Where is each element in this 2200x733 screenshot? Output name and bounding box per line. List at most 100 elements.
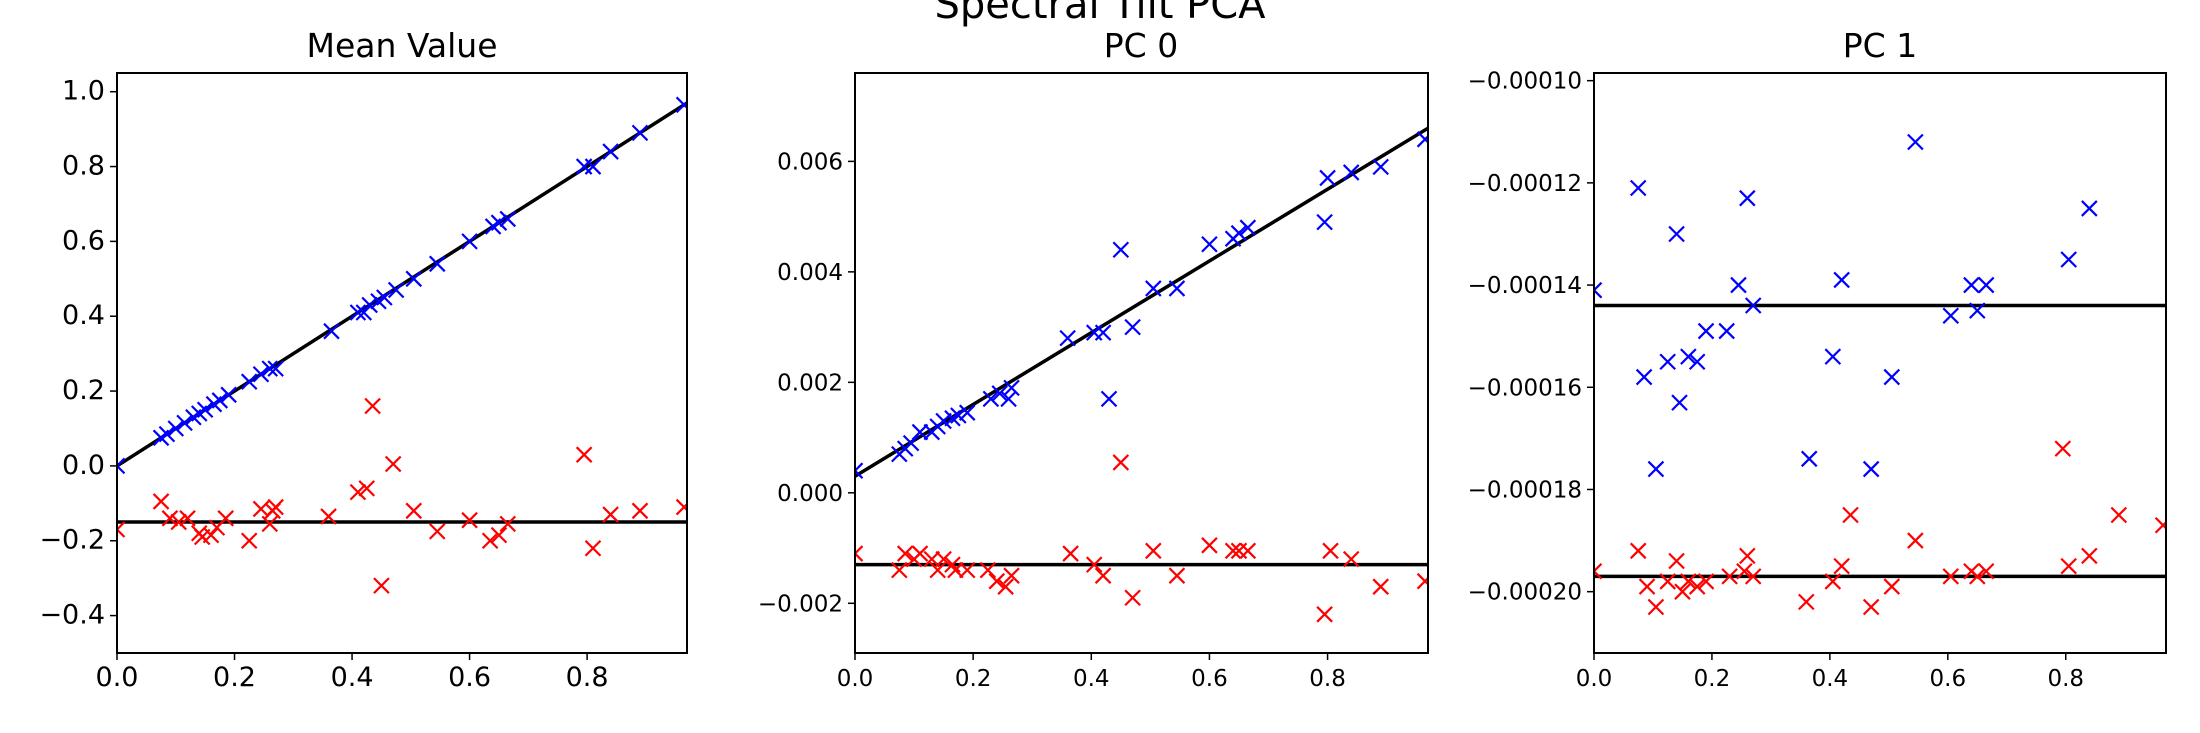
- y-tick-label: 0.8: [62, 151, 105, 182]
- data-layer: [855, 126, 1428, 623]
- y-tick-label: −0.00012: [1468, 171, 1582, 197]
- red-x-marker: [1942, 568, 1960, 585]
- blue-x-marker: [1201, 235, 1218, 253]
- blue-x-marker: [117, 457, 126, 475]
- red-x-marker: [2060, 557, 2077, 575]
- red-x-marker: [855, 545, 864, 562]
- x-tick-label: 0.2: [955, 666, 992, 692]
- blue-x-marker: [982, 390, 1000, 408]
- blue-x-marker: [1124, 318, 1141, 336]
- blue-x-marker: [631, 124, 649, 142]
- y-tick-label: 1.0: [62, 76, 105, 107]
- plot-area: 0.0 0.2 0.4 0.6 0.8 −0.00020 −0.00018 −0.00016 −…: [1468, 69, 2166, 692]
- red-x-marker: [1239, 542, 1257, 560]
- red-x-marker: [1674, 583, 1691, 600]
- blue-x-marker: [1145, 280, 1162, 297]
- red-x-marker: [1322, 542, 1339, 560]
- blue-x-marker: [1316, 213, 1333, 231]
- red-x-marker: [2054, 440, 2072, 457]
- blue-x-marker: [490, 214, 508, 231]
- red-x-marker: [1736, 562, 1753, 580]
- blue-x-marker: [1833, 271, 1850, 289]
- blue-x-marker: [1824, 348, 1842, 365]
- blue-x-marker: [167, 420, 185, 437]
- red-x-marker: [499, 515, 517, 533]
- blue-x-marker: [355, 304, 373, 321]
- red-x-marker: [1316, 606, 1333, 623]
- blue-x-marker: [428, 255, 446, 273]
- blue-x-marker: [2081, 200, 2098, 217]
- blue-x-marker: [211, 392, 229, 409]
- blue-x-marker: [1668, 225, 1685, 243]
- blue-x-marker: [584, 158, 602, 175]
- red-x-marker: [1744, 568, 1762, 585]
- red-x-marker: [1094, 567, 1112, 584]
- blue-x-marker: [911, 423, 929, 441]
- y-tick-label: −0.00016: [1468, 375, 1582, 401]
- red-x-marker: [979, 561, 997, 579]
- blue-x-marker: [1635, 368, 1653, 386]
- red-x-marker: [1977, 562, 1995, 580]
- blue-x-marker: [1671, 394, 1688, 411]
- blue-x-marker: [267, 360, 284, 377]
- red-x-marker: [1883, 578, 1901, 595]
- y-tick-label: −0.4: [39, 600, 105, 631]
- red-x-marker: [1680, 573, 1697, 590]
- red-x-marker: [1224, 542, 1242, 560]
- blue-x-marker: [1907, 133, 1924, 151]
- x-tick-label: 0.2: [213, 662, 256, 693]
- subplot-pc1: PC 1 0.0 0.2 0.4 0.6 0.8 −0.00020 −0.00018 −0.0…: [1468, 26, 2167, 692]
- blue-x-marker: [1000, 390, 1017, 408]
- red-x-marker: [1629, 542, 1647, 560]
- blue-x-marker: [361, 296, 378, 314]
- red-x-marker: [1969, 568, 1986, 585]
- red-x-marker: [1112, 454, 1130, 471]
- blue-x-marker: [176, 414, 193, 432]
- blue-x-marker: [1003, 379, 1020, 397]
- x-tick-label: 0.6: [1930, 666, 1967, 692]
- red-x-marker: [2110, 506, 2128, 524]
- blue-x-marker: [323, 322, 340, 340]
- x-tick-label: 0.0: [1576, 666, 1613, 692]
- y-tick-label: 0.006: [777, 149, 843, 175]
- plot-area: 0.0 0.2 0.4 0.6 0.8 −0.002 0.000 0.002 0.004 0.00…: [758, 126, 1428, 692]
- red-x-marker: [461, 511, 478, 529]
- subplot-title: PC 1: [1843, 26, 1917, 65]
- subplot-title: Mean Value: [306, 26, 497, 65]
- blue-x-marker: [158, 425, 176, 443]
- y-tick-label: −0.2: [39, 525, 105, 556]
- axes-frame: [116, 72, 688, 654]
- blue-x-marker: [1697, 322, 1715, 340]
- blue-x-marker: [1942, 307, 1960, 325]
- blue-x-marker: [935, 412, 952, 430]
- x-tick-label: 0.4: [331, 662, 374, 693]
- blue-x-marker: [1594, 281, 1603, 299]
- red-x-marker: [1638, 578, 1656, 595]
- blue-x-marker: [1739, 189, 1756, 207]
- red-x-marker: [428, 523, 446, 540]
- red-x-marker: [217, 510, 234, 527]
- blue-x-marker: [1688, 353, 1706, 370]
- blue-x-marker: [1977, 276, 1995, 294]
- red-x-marker: [1798, 593, 1815, 611]
- blue-x-marker: [1342, 164, 1360, 181]
- red-x-marker: [161, 510, 179, 527]
- x-tick-label: 0.4: [1073, 666, 1110, 692]
- blue-x-marker: [499, 210, 517, 228]
- red-x-marker: [240, 532, 258, 550]
- blue-x-marker: [252, 365, 270, 383]
- y-tick-label: 0.002: [777, 370, 843, 396]
- x-tick-label: 0.0: [837, 666, 874, 692]
- red-x-marker: [602, 506, 619, 523]
- red-x-marker: [923, 550, 941, 568]
- red-x-marker: [1145, 542, 1162, 560]
- x-tick-label: 0.6: [1191, 666, 1228, 692]
- red-x-marker: [1372, 578, 1390, 595]
- subplot-title: PC 0: [1104, 26, 1178, 65]
- y-tick-label: 0.4: [62, 300, 105, 331]
- red-x-marker: [958, 561, 976, 579]
- red-x-marker: [675, 498, 687, 516]
- y-tick-label: −0.00010: [1468, 69, 1582, 95]
- blue-x-marker: [405, 270, 423, 288]
- blue-x-marker: [461, 233, 478, 250]
